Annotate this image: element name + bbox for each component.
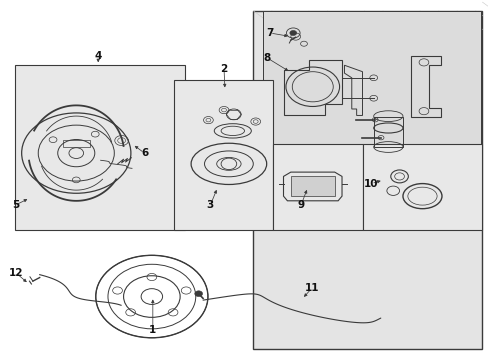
Bar xyxy=(253,11,482,349)
Bar xyxy=(15,65,184,230)
Text: 1: 1 xyxy=(149,325,156,335)
Polygon shape xyxy=(290,176,334,196)
Text: 5: 5 xyxy=(12,200,19,210)
Text: 4: 4 xyxy=(94,51,102,61)
Bar xyxy=(373,117,402,147)
Bar xyxy=(173,80,272,230)
Text: 11: 11 xyxy=(304,283,318,293)
Text: 10: 10 xyxy=(363,179,378,189)
Text: 7: 7 xyxy=(265,28,273,38)
Circle shape xyxy=(194,291,202,297)
Bar xyxy=(263,12,480,209)
Text: 6: 6 xyxy=(141,148,148,158)
Text: 8: 8 xyxy=(263,53,270,63)
Bar xyxy=(362,144,482,230)
Text: 12: 12 xyxy=(9,268,23,278)
Text: 3: 3 xyxy=(206,200,214,210)
Bar xyxy=(272,144,362,230)
Circle shape xyxy=(289,31,296,36)
Text: 9: 9 xyxy=(297,200,304,210)
Bar xyxy=(63,140,90,147)
Text: 2: 2 xyxy=(220,64,227,74)
